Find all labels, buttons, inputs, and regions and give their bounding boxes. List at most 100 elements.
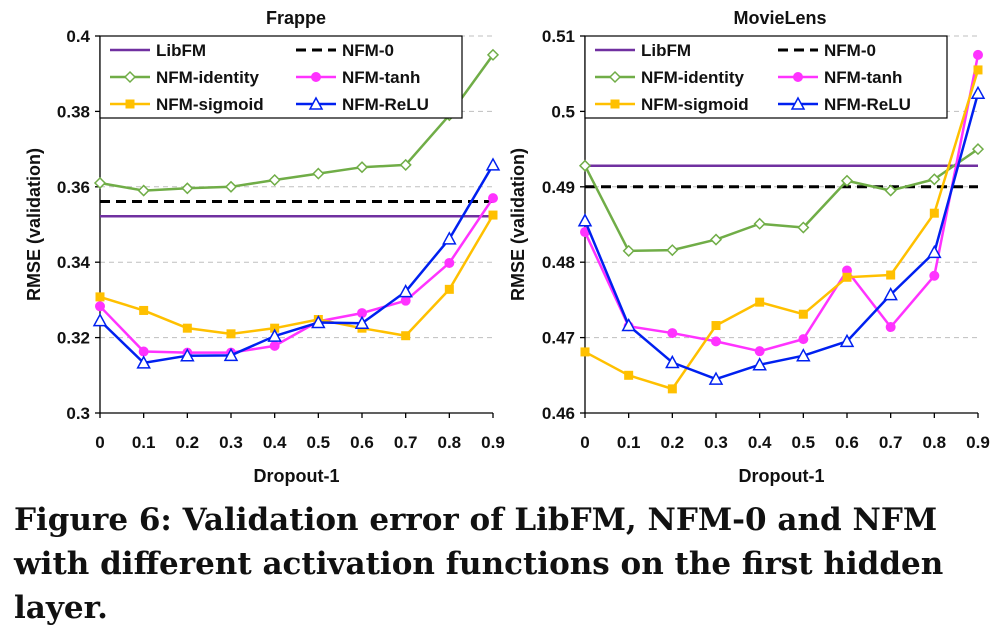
x-axis-label: Dropout-1: [739, 466, 825, 486]
legend-marker: [793, 72, 803, 82]
data-point: [928, 173, 941, 186]
x-tick-label: 0.3: [704, 433, 728, 452]
x-tick-label: 0.1: [132, 433, 156, 452]
series-line: [99, 164, 495, 365]
data-point: [796, 348, 811, 362]
y-tick-label: 0.46: [542, 404, 575, 423]
data-point: [267, 328, 282, 342]
x-tick-label: 0.4: [263, 433, 287, 452]
data-point: [970, 85, 986, 100]
data-point: [839, 333, 855, 348]
series-nfm-identity: [578, 143, 985, 257]
y-tick-label: 0.51: [542, 27, 575, 46]
legend-label: NFM-tanh: [342, 68, 420, 87]
data-point: [886, 270, 896, 280]
series-line: [99, 214, 495, 337]
legend-label: NFM-0: [824, 41, 876, 60]
data-point: [798, 334, 809, 345]
legend-marker: [610, 99, 620, 109]
data-point: [180, 348, 195, 362]
series-nfm-relu: [92, 157, 501, 369]
data-point: [927, 244, 942, 259]
y-tick-label: 0.38: [57, 102, 90, 121]
x-tick-label: 0.7: [394, 433, 418, 452]
data-point: [270, 323, 280, 333]
data-point: [798, 309, 808, 319]
data-point: [709, 233, 723, 246]
legend: LibFM NFM-0 NFM-identity NFM-tanh NFM-sigmoi…: [584, 35, 948, 119]
data-point: [224, 180, 238, 193]
legend-label: NFM-identity: [641, 68, 744, 87]
data-point: [667, 328, 678, 339]
legend-label: NFM-tanh: [824, 68, 902, 87]
data-point: [621, 317, 636, 332]
y-tick-label: 0.47: [542, 329, 575, 348]
data-point: [488, 193, 498, 204]
x-tick-label: 0.1: [617, 433, 641, 452]
data-point: [93, 176, 107, 190]
data-point: [137, 184, 150, 197]
chart-title: Frappe: [266, 8, 326, 28]
legend-box: [584, 35, 948, 119]
data-point: [139, 305, 149, 315]
data-point: [708, 371, 724, 385]
data-point: [444, 284, 454, 294]
legend-box: [99, 35, 463, 119]
data-point: [355, 161, 369, 174]
legend-label: NFM-sigmoid: [641, 95, 749, 114]
series-line: [584, 69, 980, 391]
data-point: [268, 173, 281, 187]
series-nfm-sigmoid: [580, 65, 983, 394]
legend-label: NFM-0: [342, 41, 394, 60]
legend-label: LibFM: [641, 41, 691, 60]
y-tick-label: 0.32: [57, 329, 90, 348]
y-tick-label: 0.3: [66, 404, 90, 423]
data-point: [136, 355, 151, 369]
data-point: [884, 184, 897, 197]
data-point: [624, 370, 634, 380]
data-point: [312, 167, 325, 180]
data-point: [442, 231, 457, 245]
data-point: [711, 336, 721, 347]
data-point: [181, 182, 194, 195]
data-point: [92, 313, 108, 327]
data-point: [401, 331, 411, 341]
data-point: [398, 284, 413, 298]
legend-label: NFM-ReLU: [342, 95, 429, 114]
data-point: [269, 340, 280, 351]
x-tick-label: 0.2: [661, 433, 685, 452]
legend-marker: [790, 96, 806, 110]
y-tick-label: 0.48: [542, 253, 575, 272]
y-tick-label: 0.4: [66, 27, 90, 46]
series-line: [583, 148, 979, 253]
data-point: [665, 354, 680, 369]
data-point: [797, 221, 810, 234]
x-tick-label: 0.2: [176, 433, 200, 452]
data-point: [840, 174, 854, 187]
legend-marker: [311, 72, 321, 82]
data-point: [754, 346, 765, 357]
data-point: [971, 143, 985, 156]
x-tick-label: 0.6: [350, 433, 374, 452]
chart-title: MovieLens: [733, 8, 826, 28]
data-point: [138, 346, 149, 357]
y-axis-label: RMSE (validation): [508, 148, 528, 301]
y-tick-label: 0.49: [542, 178, 575, 197]
series-nfm-tanh: [95, 193, 498, 358]
data-point: [929, 208, 939, 218]
data-point: [400, 295, 411, 306]
data-point: [973, 49, 983, 60]
legend-marker: [608, 70, 622, 84]
data-point: [486, 48, 500, 61]
data-point: [399, 158, 412, 171]
data-point: [578, 159, 592, 172]
data-point: [444, 257, 455, 268]
data-point: [485, 157, 501, 171]
x-tick-label: 0: [580, 433, 589, 452]
data-point: [622, 244, 635, 257]
data-point: [752, 357, 767, 371]
legend-label: NFM-ReLU: [824, 95, 911, 114]
data-point: [354, 315, 370, 330]
data-point: [488, 210, 498, 220]
figure-caption: Figure 6: Validation error of LibFM, NFM…: [14, 502, 944, 626]
